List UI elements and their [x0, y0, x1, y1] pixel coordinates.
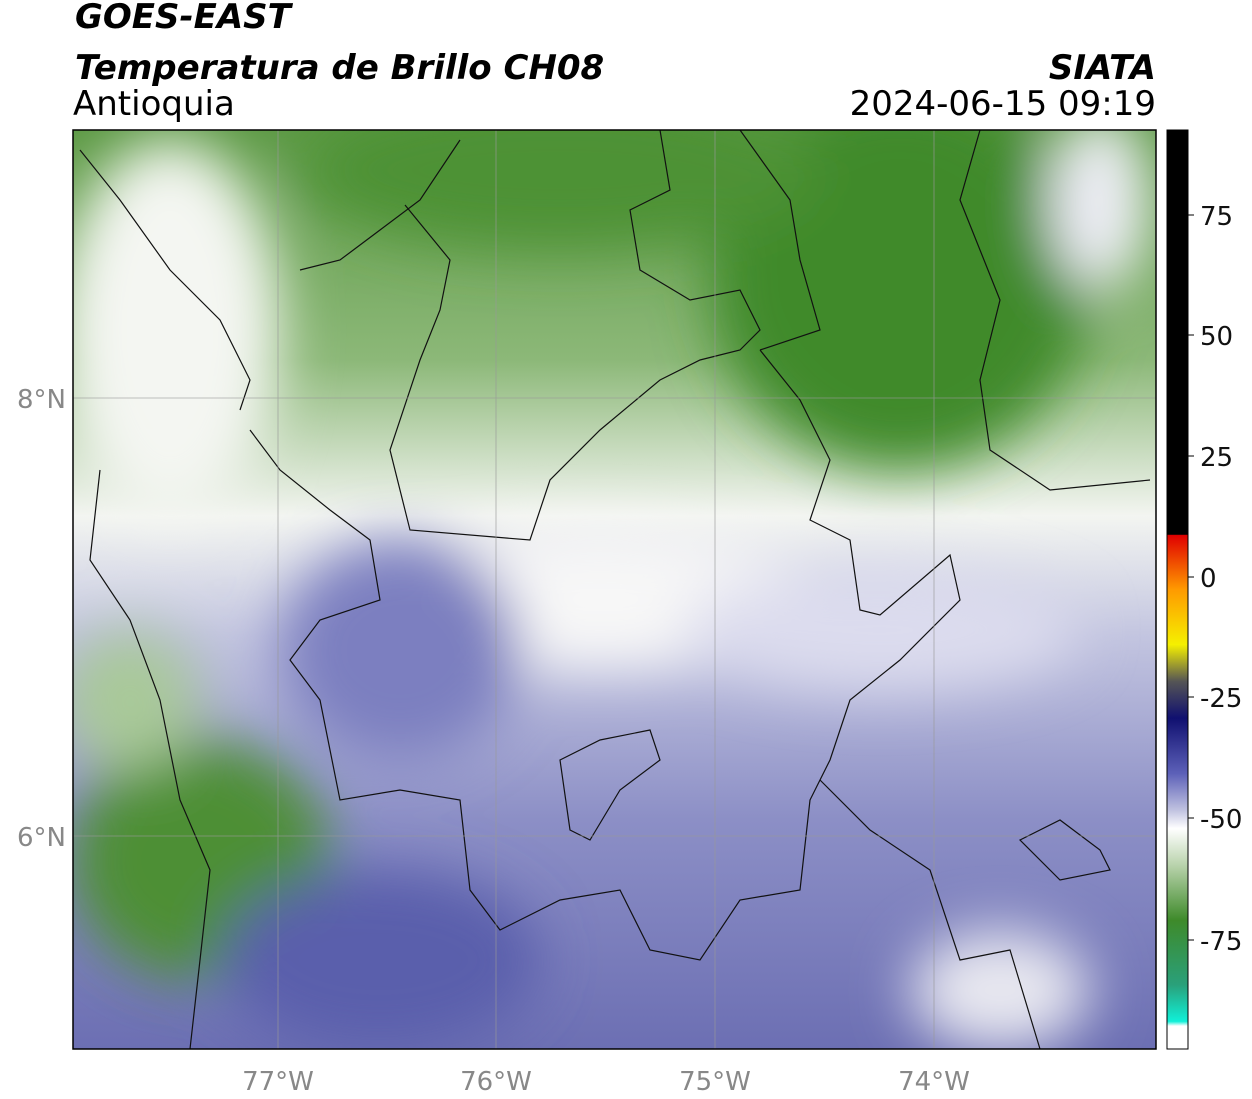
subtitle: Temperatura de Brillo CH08 [75, 48, 604, 88]
graticule [73, 130, 1156, 1049]
colorbar-tick-label: -75 [1200, 927, 1242, 957]
colorbar-tick-label: -25 [1200, 684, 1242, 714]
satellite-image [73, 130, 1156, 1049]
lat-label: 6°N [17, 823, 66, 853]
title: GOES-EAST [75, 0, 294, 37]
map-frame [72, 129, 1157, 1050]
region: Antioquia [73, 84, 235, 124]
colorbar [1166, 129, 1189, 1050]
lon-label: 75°W [679, 1067, 751, 1097]
lon-label: 77°W [242, 1067, 314, 1097]
colorbar-tick-label: 50 [1200, 322, 1233, 352]
lat-label: 8°N [17, 385, 66, 415]
lon-label: 74°W [898, 1067, 970, 1097]
colorbar-tick-label: 25 [1200, 443, 1233, 473]
colorbar-tick-label: 75 [1200, 202, 1233, 232]
colorbar-tick-label: 0 [1200, 564, 1217, 594]
lon-label: 76°W [460, 1067, 532, 1097]
datetime: 2024-06-15 09:19 [850, 84, 1156, 124]
colorbar-tick-label: -50 [1200, 805, 1242, 835]
source: SIATA [1049, 48, 1156, 88]
labels: 8°N 6°N 77°W 76°W 75°W 74°W 75 50 25 0 -25 -50 -75 [17, 202, 1242, 1097]
